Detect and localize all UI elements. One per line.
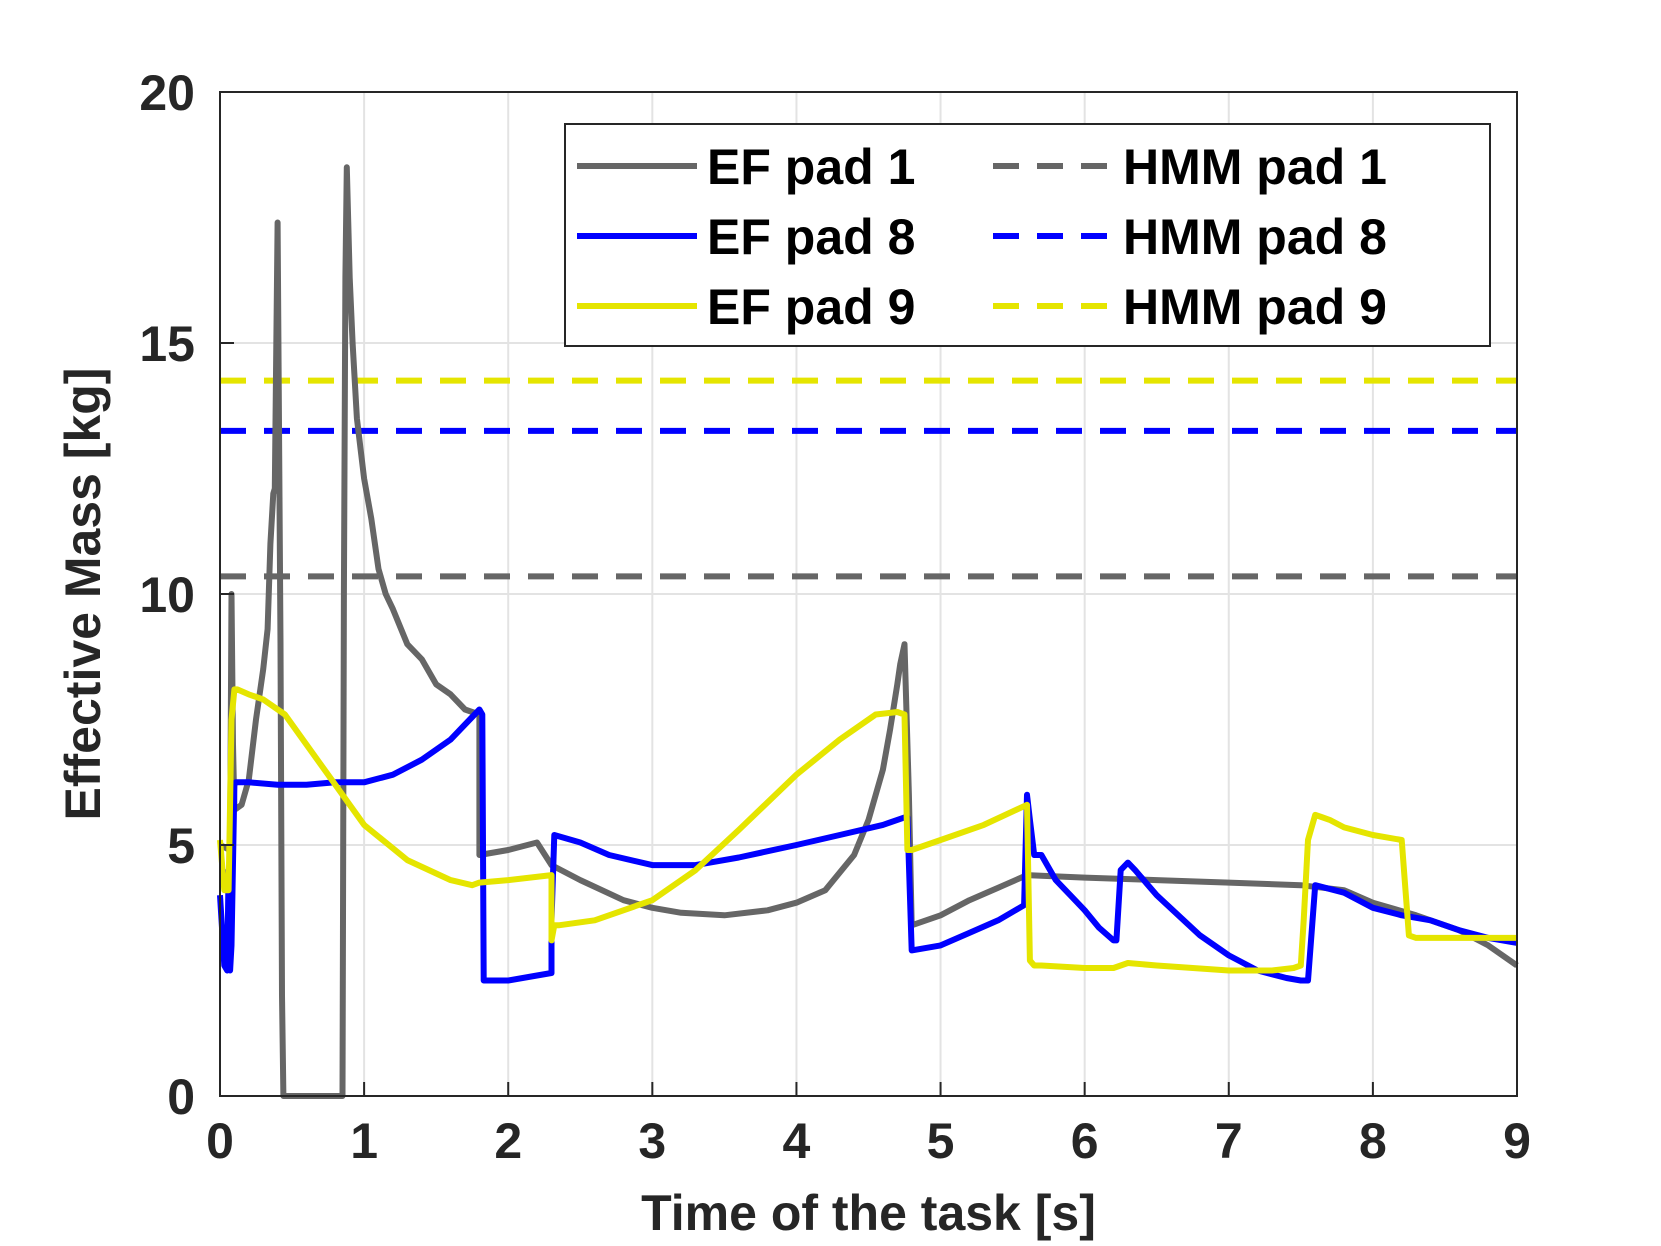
x-tick-label: 8: [1359, 1113, 1387, 1169]
legend-box: [564, 123, 1491, 347]
x-tick-label: 1: [350, 1113, 378, 1169]
x-tick-label: 7: [1215, 1113, 1243, 1169]
x-tick-label: 5: [927, 1113, 955, 1169]
y-tick-label: 0: [167, 1069, 195, 1125]
legend-label-ef-pad-8: EF pad 8: [707, 209, 915, 265]
ticks: 0 1 2 3 4 5 6 7 8 9 0 5 10 15 20: [139, 65, 1531, 1169]
series-line-ef-pad-1: [218, 164, 1519, 1099]
legend-label-hmm-pad-9: HMM pad 9: [1123, 279, 1387, 335]
x-tick-label: 6: [1071, 1113, 1099, 1169]
series-layer: [217, 164, 1519, 1099]
x-tick-label: 0: [206, 1113, 234, 1169]
y-tick-label: 10: [139, 567, 195, 623]
legend-label-ef-pad-9: EF pad 9: [707, 279, 915, 335]
x-tick-label: 3: [638, 1113, 666, 1169]
legend-label-hmm-pad-1: HMM pad 1: [1123, 139, 1387, 195]
y-tick-label: 15: [139, 316, 195, 372]
x-tick-label: 2: [494, 1113, 522, 1169]
legend-label-hmm-pad-8: HMM pad 8: [1123, 209, 1387, 265]
legend-label-ef-pad-1: EF pad 1: [707, 139, 915, 195]
y-axis-label: Effective Mass [kg]: [55, 368, 111, 821]
legend: EF pad 1 HMM pad 1 EF pad 8 HMM pad 8 EF pad…: [564, 123, 1491, 347]
x-tick-label: 9: [1503, 1113, 1531, 1169]
x-tick-label: 4: [783, 1113, 811, 1169]
y-tick-label: 5: [167, 818, 195, 874]
series-line-ef-pad-9: [217, 686, 1517, 974]
x-axis-label: Time of the task [s]: [641, 1185, 1096, 1241]
y-tick-label: 20: [139, 65, 195, 121]
